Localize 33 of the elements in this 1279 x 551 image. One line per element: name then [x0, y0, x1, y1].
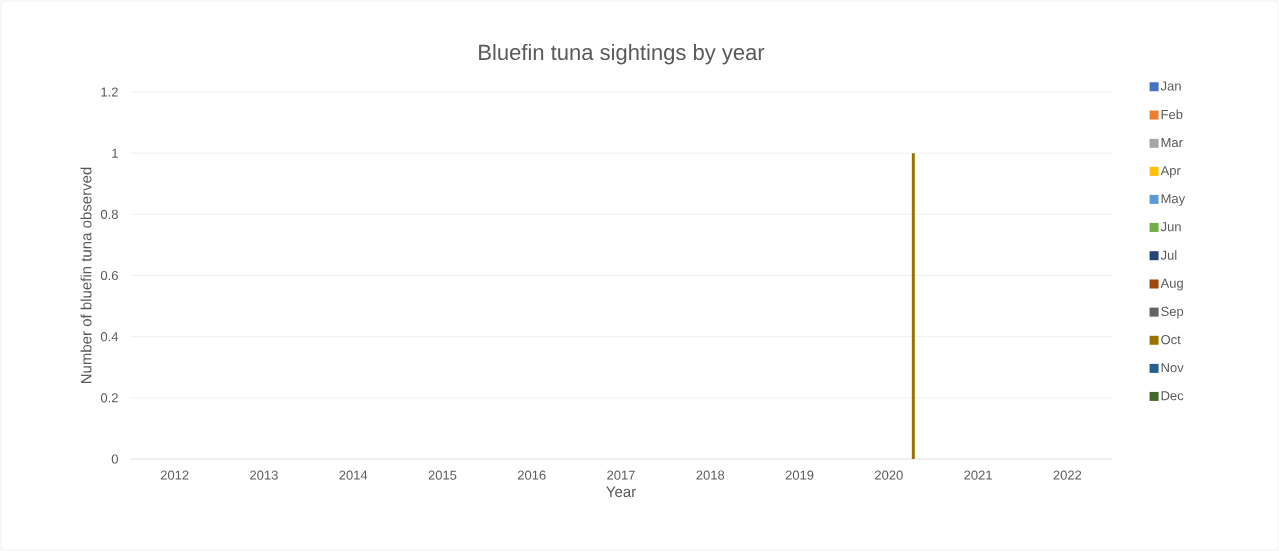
y-tick-label: 0.6 — [100, 270, 118, 281]
y-tick-label: 1 — [112, 148, 118, 158]
y-tick-label: 0.4 — [100, 332, 119, 342]
x-tick-label: 2021 — [964, 470, 992, 480]
x-tick-label: 2016 — [517, 470, 546, 480]
legend-label: Dec — [1161, 391, 1184, 401]
x-tick-label: 2022 — [1053, 470, 1082, 480]
legend-label: Sep — [1161, 306, 1184, 319]
x-tick-label: 2017 — [607, 470, 635, 480]
x-tick-label: 2014 — [339, 470, 368, 480]
x-tick-label: 2013 — [250, 470, 278, 480]
x-axis-title: Year — [606, 486, 636, 498]
x-tick-label: 2012 — [160, 470, 189, 480]
legend-label: Mar — [1161, 138, 1183, 148]
x-tick-label: 2018 — [696, 470, 725, 480]
legend-label: Feb — [1161, 109, 1183, 120]
legend-label: Jul — [1160, 250, 1177, 260]
y-axis-title: Number of bluefin tuna observed — [80, 167, 92, 384]
legend-label: Oct — [1161, 334, 1181, 345]
x-tick-label: 2020 — [875, 470, 903, 480]
legend-label: Nov — [1161, 363, 1184, 373]
y-tick-label: 1.2 — [101, 87, 118, 97]
chart-title: Bluefin tuna sightings by year — [479, 43, 765, 65]
y-tick-label: 0.2 — [100, 393, 118, 403]
x-tick-label: 2015 — [428, 470, 457, 480]
y-tick-label: 0 — [111, 454, 118, 464]
legend-label: May — [1161, 194, 1186, 206]
y-tick-label: 0.8 — [100, 209, 118, 219]
legend-label: Jan — [1160, 81, 1181, 91]
x-tick-label: 2019 — [785, 470, 814, 480]
legend-label: Jun — [1160, 222, 1181, 232]
legend-label: Aug — [1160, 278, 1183, 291]
legend-label: Apr — [1160, 166, 1181, 178]
